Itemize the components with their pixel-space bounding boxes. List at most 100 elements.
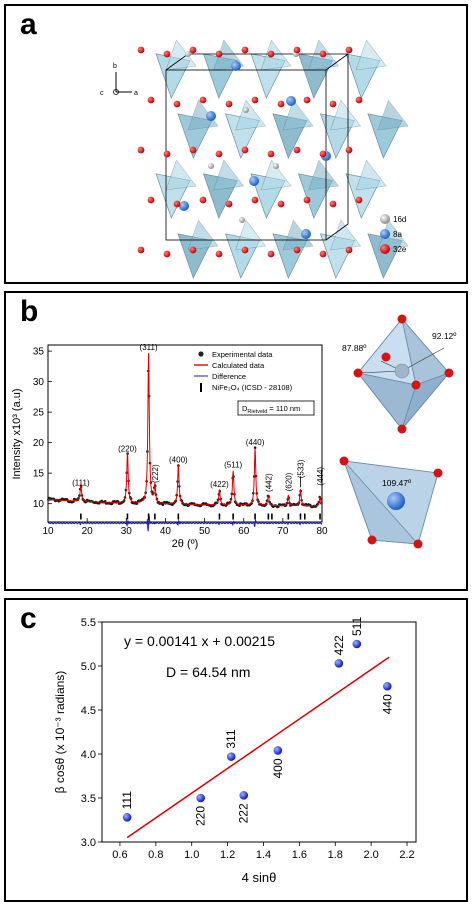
wh-point [352, 639, 362, 649]
panel-c: c 111 220 311 222 400 422 511 440 0.6 0.8 1.0 1.2 1… [4, 598, 468, 902]
experimental-point [253, 446, 257, 449]
xrd-figure: (111) (220) (311) (222) (400) (422) (511) (440)… [11, 314, 456, 550]
experimental-point [161, 503, 165, 507]
wh-x-tick-label: 1.6 [292, 849, 307, 861]
panel-a-label: a [20, 8, 37, 41]
wh-point [226, 752, 236, 761]
wh-point [239, 791, 249, 800]
legend-8a-marker [380, 229, 390, 239]
williamson-hall-figure: 111 220 311 222 400 422 511 440 0.6 0.8 1.0 1.2 1.4… [53, 617, 417, 885]
octahedral-angle-1: 87.88º [342, 343, 366, 353]
legend-experimental-label: Experimental data [212, 350, 273, 359]
wh-y-tick-label: 4.0 [81, 749, 96, 761]
peak-labels: (111) (220) (311) (222) (400) (422) (511) (440)… [72, 343, 325, 492]
legend-bragg-label: NiFe₂O₄ (ICSD - 28108) [212, 383, 293, 392]
wh-x-tick-label: 2.2 [399, 849, 414, 861]
tetrahedral-angle: 109.47º [382, 478, 411, 488]
y-tick-label: 15 [33, 469, 45, 480]
peak-label: (444) [316, 467, 325, 486]
wh-point-label: 422 [332, 635, 346, 655]
wh-point [382, 681, 392, 691]
peak-label: (440) [246, 438, 265, 447]
panel-b: b (111) (220) (311) (222) (400) (422) (511) (44… [4, 291, 468, 591]
wh-y-tick-label: 5.0 [81, 661, 96, 673]
octahedral-center-atom [394, 363, 410, 379]
y-tick-label: 30 [33, 377, 45, 388]
peak-label: (220) [118, 445, 137, 454]
legend-32e-marker [380, 244, 390, 254]
wh-x-tick-label: 0.8 [148, 849, 163, 861]
wh-point-label: 440 [380, 694, 394, 714]
peak-label: (620) [284, 472, 293, 491]
panel-b-label: b [20, 295, 39, 328]
panel-c-label: c [20, 602, 37, 635]
peak-label: (511) [224, 461, 242, 470]
x-tick-label: 30 [121, 526, 133, 537]
wh-point-labels: 111 220 311 222 400 422 511 440 [120, 617, 394, 826]
legend-16d-marker [380, 214, 390, 224]
calculated-curve [48, 353, 323, 507]
wh-point-label: 400 [271, 758, 285, 778]
wh-y-tick-label: 4.5 [81, 705, 96, 717]
wh-point [196, 793, 205, 803]
tetrahedron-figure: 109.47º [339, 456, 443, 549]
fit-equation: y = 0.00141 x + 0.00215 [124, 633, 275, 649]
x-tick-label: 10 [42, 526, 54, 537]
wh-point [273, 746, 283, 755]
x-tick-label: 80 [316, 526, 328, 537]
y-tick-label: 25 [33, 408, 45, 419]
panel-a: a b c a 16d 8a [4, 4, 468, 284]
wh-x-tick-label: 2.0 [363, 849, 378, 861]
rietveld-size-box [237, 400, 315, 416]
peak-label: (442) [264, 473, 273, 492]
axis-b-label: b [113, 63, 117, 70]
peak-label: (111) [72, 478, 90, 487]
wh-x-axis-ticks: 0.6 0.8 1.0 1.2 1.4 1.6 1.8 2.0 2.2 [112, 842, 415, 861]
xrd-y-axis-label: Intensity x10³ (a.u) [11, 388, 23, 479]
wh-x-tick-label: 1.8 [328, 849, 343, 861]
y-tick-label: 10 [33, 499, 45, 510]
x-tick-label: 60 [238, 526, 250, 537]
crystallite-size-label: D = 64.54 nm [166, 664, 250, 680]
legend-16d-label: 16d [393, 215, 406, 224]
wh-y-axis-label: β cosθ (x 10⁻³ radians) [53, 671, 67, 794]
wh-x-tick-label: 0.6 [112, 849, 127, 861]
peak-label: (222) [151, 464, 160, 483]
xrd-x-axis-label: 2θ (º) [172, 538, 199, 550]
xrd-legend: Experimental data Calculated data Differ… [194, 350, 315, 416]
wh-x-tick-label: 1.4 [256, 849, 271, 861]
wh-point-label: 220 [194, 806, 208, 826]
x-axis-ticks: 10 20 30 40 50 60 70 80 [42, 518, 328, 537]
wh-x-tick-label: 1.2 [220, 849, 235, 861]
atom-legend: 16d 8a 32e [380, 214, 407, 254]
rietveld-size-text: DRietveld = 110 nm [242, 404, 300, 415]
peak-label: (533) [296, 459, 305, 478]
wh-data-points [122, 639, 392, 822]
peak-label: (422) [210, 480, 229, 489]
wh-x-tick-label: 1.0 [184, 849, 199, 861]
experimental-point [135, 502, 139, 505]
x-tick-label: 40 [160, 526, 172, 537]
y-axis-ticks: 10 15 20 25 30 35 [33, 347, 52, 510]
bragg-marks [80, 513, 321, 520]
legend-8a-label: 8a [393, 230, 402, 239]
xrd-chart: (111) (220) (311) (222) (400) (422) (511) (440)… [11, 343, 328, 550]
x-tick-label: 70 [277, 526, 289, 537]
legend-experimental-marker [198, 351, 204, 357]
legend-calculated-label: Calculated data [212, 361, 265, 370]
legend-difference-label: Difference [212, 372, 246, 381]
y-tick-label: 35 [33, 347, 45, 358]
wh-plot-frame [101, 621, 417, 843]
legend-32e-label: 32e [393, 245, 407, 254]
wh-point-label: 111 [120, 791, 134, 810]
octahedral-angle-2: 92.12º [432, 331, 456, 341]
octahedron-figure: 87.88º 92.12º [342, 314, 456, 434]
wh-point-label: 511 [350, 617, 364, 636]
x-tick-label: 20 [82, 526, 94, 537]
wh-point [334, 659, 344, 668]
linear-fit-line [126, 656, 390, 839]
wh-y-tick-label: 3.5 [81, 793, 96, 805]
peak-label: (400) [169, 456, 188, 465]
wh-point-label: 311 [224, 729, 238, 748]
spinel-unit-cell [137, 39, 409, 279]
